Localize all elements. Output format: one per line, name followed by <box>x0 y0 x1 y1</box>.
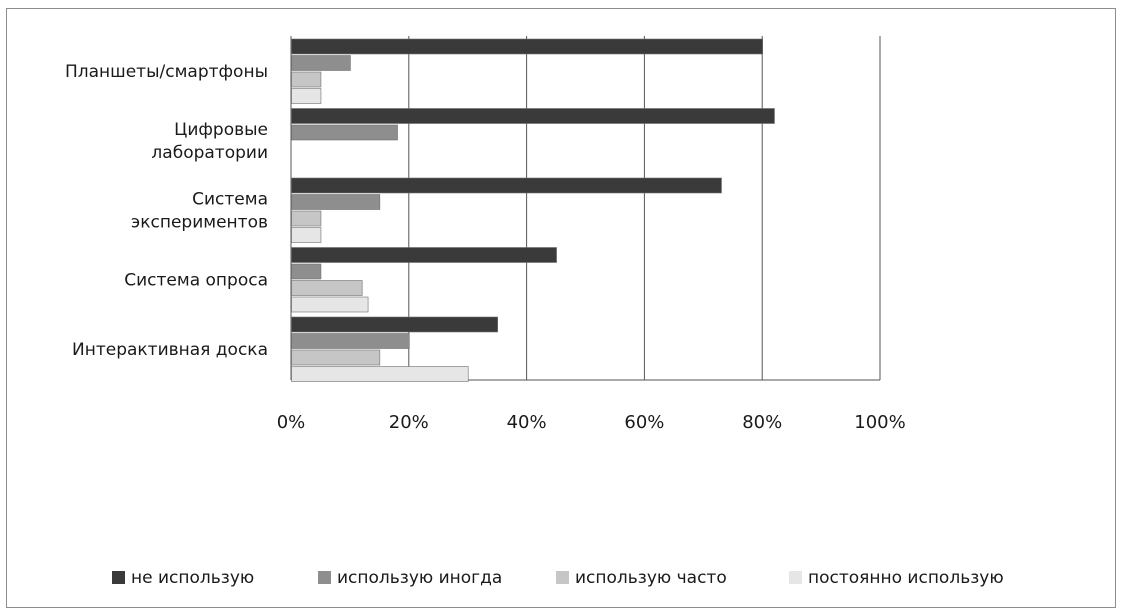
legend-swatch-1 <box>318 571 331 584</box>
x-axis-tick-labels: 0% 20% 40% 60% 80% 100% <box>277 412 906 433</box>
bar-0-series-3 <box>291 88 322 104</box>
bar-4-series-3 <box>291 366 469 382</box>
bar-3-series-1 <box>291 263 322 280</box>
bar-1-series-0 <box>291 108 775 124</box>
chart-frame <box>6 8 1116 608</box>
bar-0-series-2 <box>291 71 322 88</box>
bar-4-series-1 <box>291 333 410 349</box>
bar-3-series-2 <box>291 280 363 296</box>
x-tick-label-1: 20% <box>389 412 429 433</box>
bar-4-series-2 <box>291 349 381 366</box>
x-tick-label-2: 40% <box>507 412 547 433</box>
x-tick-label-4: 80% <box>742 412 782 433</box>
bar-1-series-1 <box>291 124 398 141</box>
category-label-4: Интерактивная доска <box>72 340 268 360</box>
bar-4-series-0 <box>291 316 498 333</box>
category-label-3: Система опроса <box>124 270 268 290</box>
category-label-0: Планшеты/смартфоны <box>65 62 268 82</box>
bar-0-series-1 <box>291 55 351 71</box>
legend-label-3: постоянно использую <box>808 568 1004 588</box>
legend-label-0: не использую <box>131 568 254 588</box>
bar-3-series-0 <box>291 247 557 263</box>
x-tick-label-5: 100% <box>854 412 905 433</box>
bar-3-series-3 <box>291 296 369 313</box>
category-labels: Планшеты/смартфоны Цифровые лаборатории Сис… <box>65 62 268 360</box>
legend-swatch-0 <box>112 571 125 584</box>
category-label-1-line-1: лаборатории <box>151 143 268 163</box>
category-label-2-line-1: экспериментов <box>131 212 268 232</box>
bar-2-series-3 <box>291 227 322 243</box>
legend: не использую использую иногда использую ча… <box>112 568 1004 588</box>
category-label-1-line-0: Цифровые <box>174 120 268 140</box>
legend-swatch-3 <box>789 571 802 584</box>
bar-2-series-2 <box>291 210 322 227</box>
x-tick-label-0: 0% <box>277 412 306 433</box>
category-label-2-line-0: Система <box>192 189 268 209</box>
bar-0-series-0 <box>291 38 764 55</box>
bar-2-series-0 <box>291 177 722 194</box>
legend-label-2: использую часто <box>575 568 727 588</box>
bars <box>291 38 775 382</box>
bar-2-series-1 <box>291 194 381 210</box>
x-tick-label-3: 60% <box>624 412 664 433</box>
legend-label-1: использую иногда <box>337 568 502 588</box>
legend-swatch-2 <box>556 571 569 584</box>
